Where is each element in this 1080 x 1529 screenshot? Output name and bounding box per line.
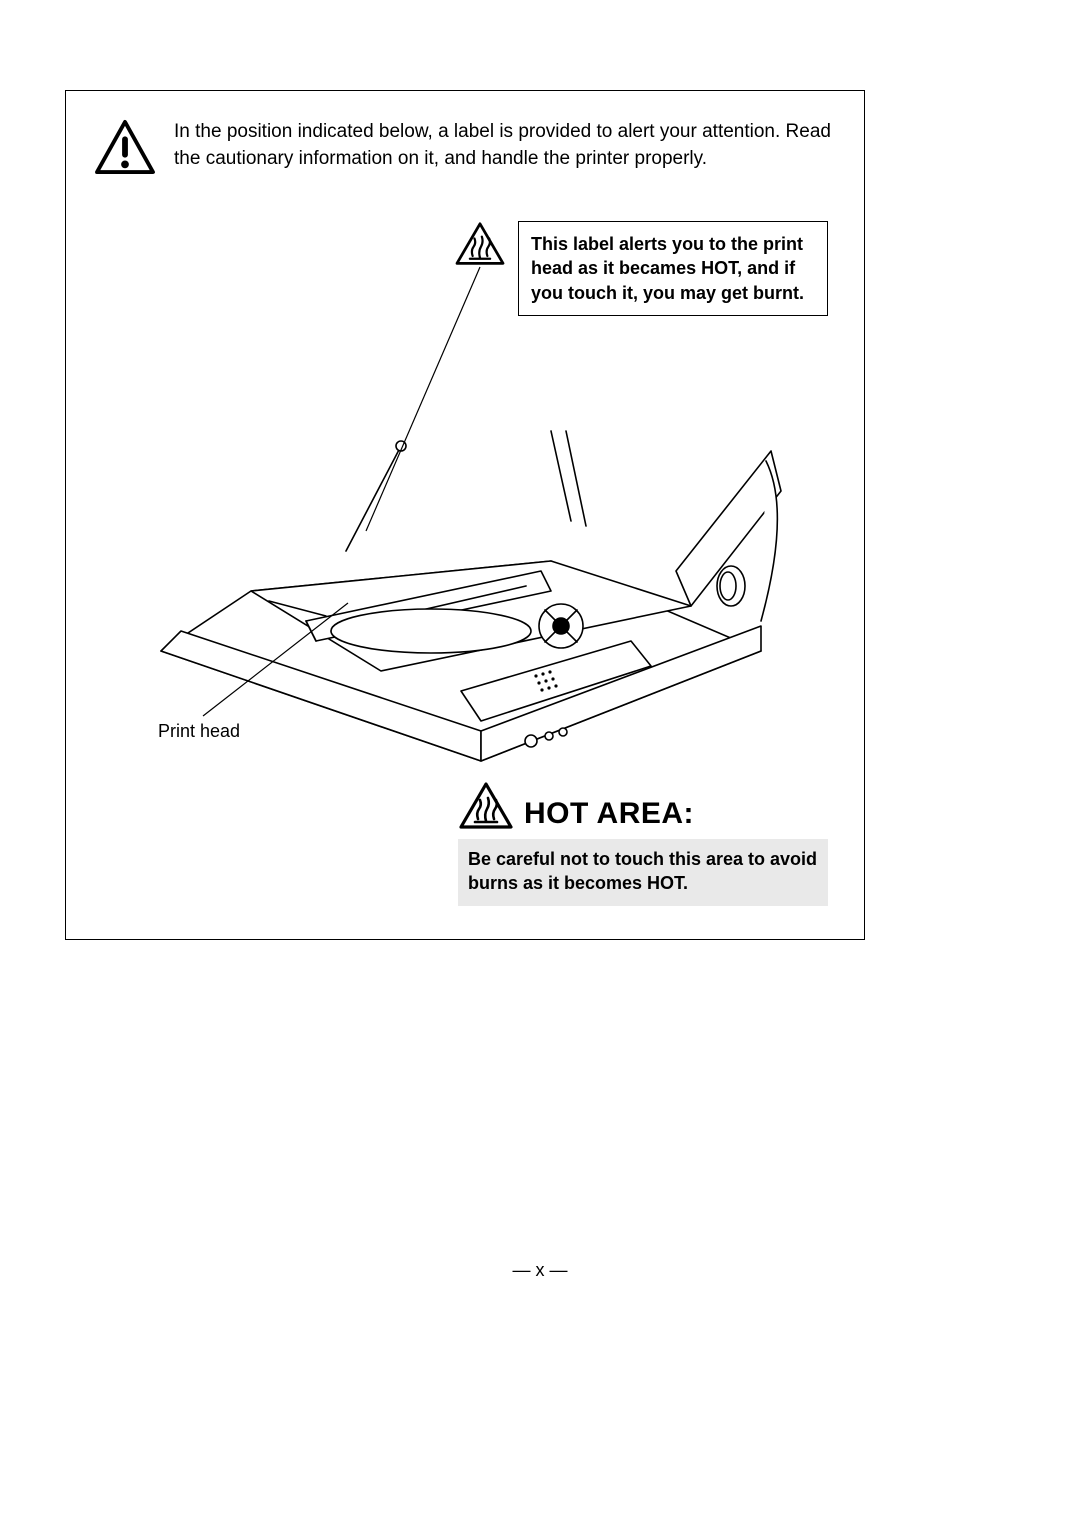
hot-area-heading: HOT AREA: [458,781,828,831]
hot-area-block: HOT AREA: Be careful not to touch this a… [458,781,828,906]
hot-area-body-text: Be careful not to touch this area to avo… [458,839,828,906]
printer-illustration [131,391,801,771]
intro-text: In the position indicated below, a label… [174,119,834,172]
label-callout-box: This label alerts you to the print head … [518,221,828,316]
page-number: — x — [0,1260,1080,1281]
label-callout-text: This label alerts you to the print head … [531,234,804,303]
warning-icon [94,119,156,175]
intro-block: In the position indicated below, a label… [94,119,834,175]
heat-triangle-icon [458,781,514,831]
heat-triangle-icon [454,221,506,267]
print-head-label: Print head [158,721,240,742]
hot-area-title: HOT AREA: [524,797,694,831]
safety-notice-frame: In the position indicated below, a label… [65,90,865,940]
